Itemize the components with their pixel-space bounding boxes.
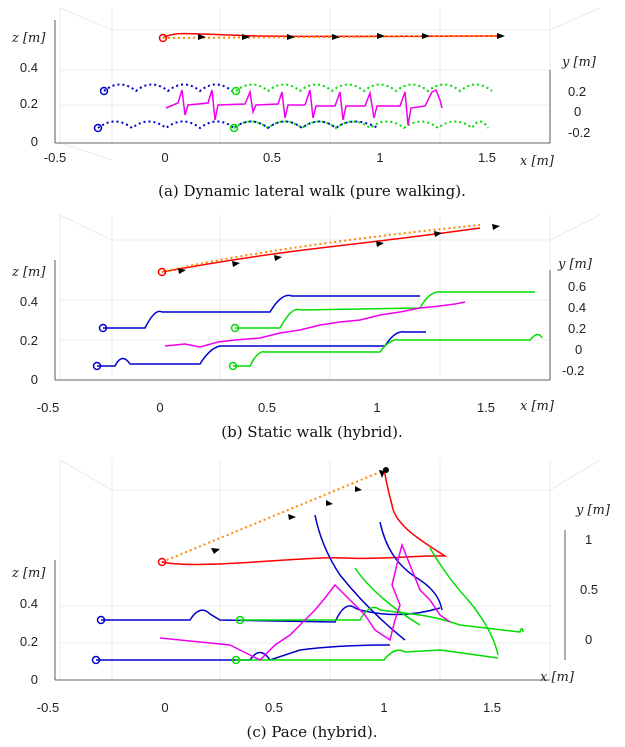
panel-a-ytick: -0.2 (568, 125, 590, 140)
panel-a-foot-green-upper (235, 83, 493, 93)
panel-b-green-start (230, 323, 240, 333)
panel-c-x-label: x [m] (540, 670, 575, 685)
panel-b-com-trajectory (161, 227, 481, 273)
panel-b-foot-blue-lower (97, 331, 426, 367)
panel-c-com-trajectory (161, 467, 448, 566)
panel-c-xtick: 0 (161, 700, 168, 715)
panel-c-xtick: -0.5 (37, 700, 59, 715)
panel-a-ztick: 0.2 (20, 96, 38, 111)
panel-a-ytick: 0.2 (568, 84, 586, 99)
panel-b-foot-green-lower (233, 333, 543, 367)
panel-c-foot-blue-upper (101, 605, 441, 623)
panel-a-ztick: 0 (31, 134, 38, 149)
panel-c-arrows (211, 467, 389, 554)
panel-c-ztick: 0.4 (20, 596, 38, 611)
panel-b-ytick: 0.4 (568, 300, 586, 315)
panel-b-y-label: y [m] (557, 257, 593, 272)
panel-b-xtick: 1.5 (477, 400, 495, 415)
panel-a-com-reference (162, 35, 501, 39)
panel-b: -0.5 0 0.5 1 1.5 0.4 0.2 0 0.6 0.4 0.2 0… (11, 214, 601, 415)
panel-c-blue-start (96, 615, 106, 625)
panel-c-ytick: 0.5 (580, 582, 598, 597)
panel-b-ztick: 0.4 (20, 294, 38, 309)
panel-c-com-reference (161, 469, 386, 563)
panel-b-xtick: 1 (373, 400, 380, 415)
panel-a-grid (59, 7, 601, 161)
panel-b-ztick: 0 (31, 372, 38, 387)
panel-a-xtick: -0.5 (44, 150, 66, 165)
panel-a-z-label: z [m] (11, 31, 46, 46)
panel-c-foot-blue-lower (96, 644, 391, 661)
panel-c-start-marker (157, 557, 167, 567)
panel-c-zmp-trajectory (159, 542, 451, 661)
panel-b-grid (59, 214, 601, 380)
panel-a-ytick: 0 (574, 104, 581, 119)
panel-c-ytick: 1 (585, 532, 592, 547)
panel-c-ztick: 0.2 (20, 634, 38, 649)
panel-b-foot-blue-upper-2 (176, 294, 420, 313)
panel-b-ytick: 0.6 (568, 279, 586, 294)
panel-b-blue-start (92, 361, 102, 371)
panel-c-foot-blue-swing (314, 514, 443, 641)
panel-a-foot-green-lower (233, 120, 489, 130)
panel-a-blue-start (93, 123, 103, 133)
panel-c-foot-green-lower (236, 649, 499, 661)
panel-c-grid (59, 459, 601, 680)
panel-a-start-marker (158, 33, 168, 43)
panel-a-green-start (231, 86, 241, 96)
panel-a-xtick: 1 (376, 150, 383, 165)
panel-b-xtick: 0.5 (258, 400, 276, 415)
panel-a-zmp-trajectory (165, 88, 443, 126)
panel-a-arrows (198, 33, 505, 40)
panel-b-blue-start (98, 323, 108, 333)
panel-b-z-label: z [m] (11, 265, 46, 280)
panel-b-ytick: -0.2 (562, 363, 584, 378)
panel-c-xtick: 1.5 (483, 700, 501, 715)
panel-c-y-label: y [m] (575, 503, 611, 518)
panel-c-caption: (c) Pace (hybrid). (246, 723, 377, 741)
panel-a-x-label: x [m] (520, 154, 555, 169)
panel-c-ytick: 0 (585, 632, 592, 647)
panel-b-xtick: -0.5 (37, 400, 59, 415)
panel-c-green-start (231, 655, 241, 665)
panel-b-ytick: 0.2 (568, 321, 586, 336)
panel-b-ytick: 0 (575, 342, 582, 357)
panel-c-z-label: z [m] (11, 566, 46, 581)
panel-a-xtick: 0 (161, 150, 168, 165)
panel-a-blue-start (99, 86, 109, 96)
panel-a-ztick: 0.4 (20, 60, 38, 75)
panel-b-foot-blue-upper (103, 310, 176, 329)
panel-b-green-start (228, 361, 238, 371)
panel-a-green-start (229, 123, 239, 133)
panel-a-y-label: y [m] (561, 55, 597, 70)
panel-b-x-label: x [m] (520, 399, 555, 414)
panel-b-ztick: 0.2 (20, 333, 38, 348)
panel-b-arrows (178, 224, 500, 274)
panel-b-caption: (b) Static walk (hybrid). (221, 423, 403, 441)
panel-a: -0.5 0 0.5 1 1.5 0.4 0.2 0 0.2 0 -0.2 z … (11, 7, 601, 169)
panel-a-caption: (a) Dynamic lateral walk (pure walking). (158, 182, 466, 200)
panel-c-foot-green-swing (354, 547, 499, 656)
panel-c-xtick: 1 (380, 700, 387, 715)
panel-a-xtick: 1.5 (478, 150, 496, 165)
panel-b-foot-green-upper (235, 291, 535, 329)
panel-c-ztick: 0 (31, 672, 38, 687)
panel-b-com-reference (161, 224, 481, 273)
panel-c-xtick: 0.5 (265, 700, 283, 715)
panel-b-zmp-trajectory (164, 301, 466, 348)
panel-b-start-marker (157, 267, 167, 277)
panel-c-foot-green-upper (240, 606, 524, 633)
panel-c-blue-start (91, 655, 101, 665)
panel-a-foot-blue-upper (103, 83, 233, 93)
panel-a-xtick: 0.5 (263, 150, 281, 165)
panel-c-green-start (235, 615, 245, 625)
panel-b-xtick: 0 (156, 400, 163, 415)
panel-c: -0.5 0 0.5 1 1.5 0.4 0.2 0 1 0.5 0 z [m]… (11, 459, 611, 715)
